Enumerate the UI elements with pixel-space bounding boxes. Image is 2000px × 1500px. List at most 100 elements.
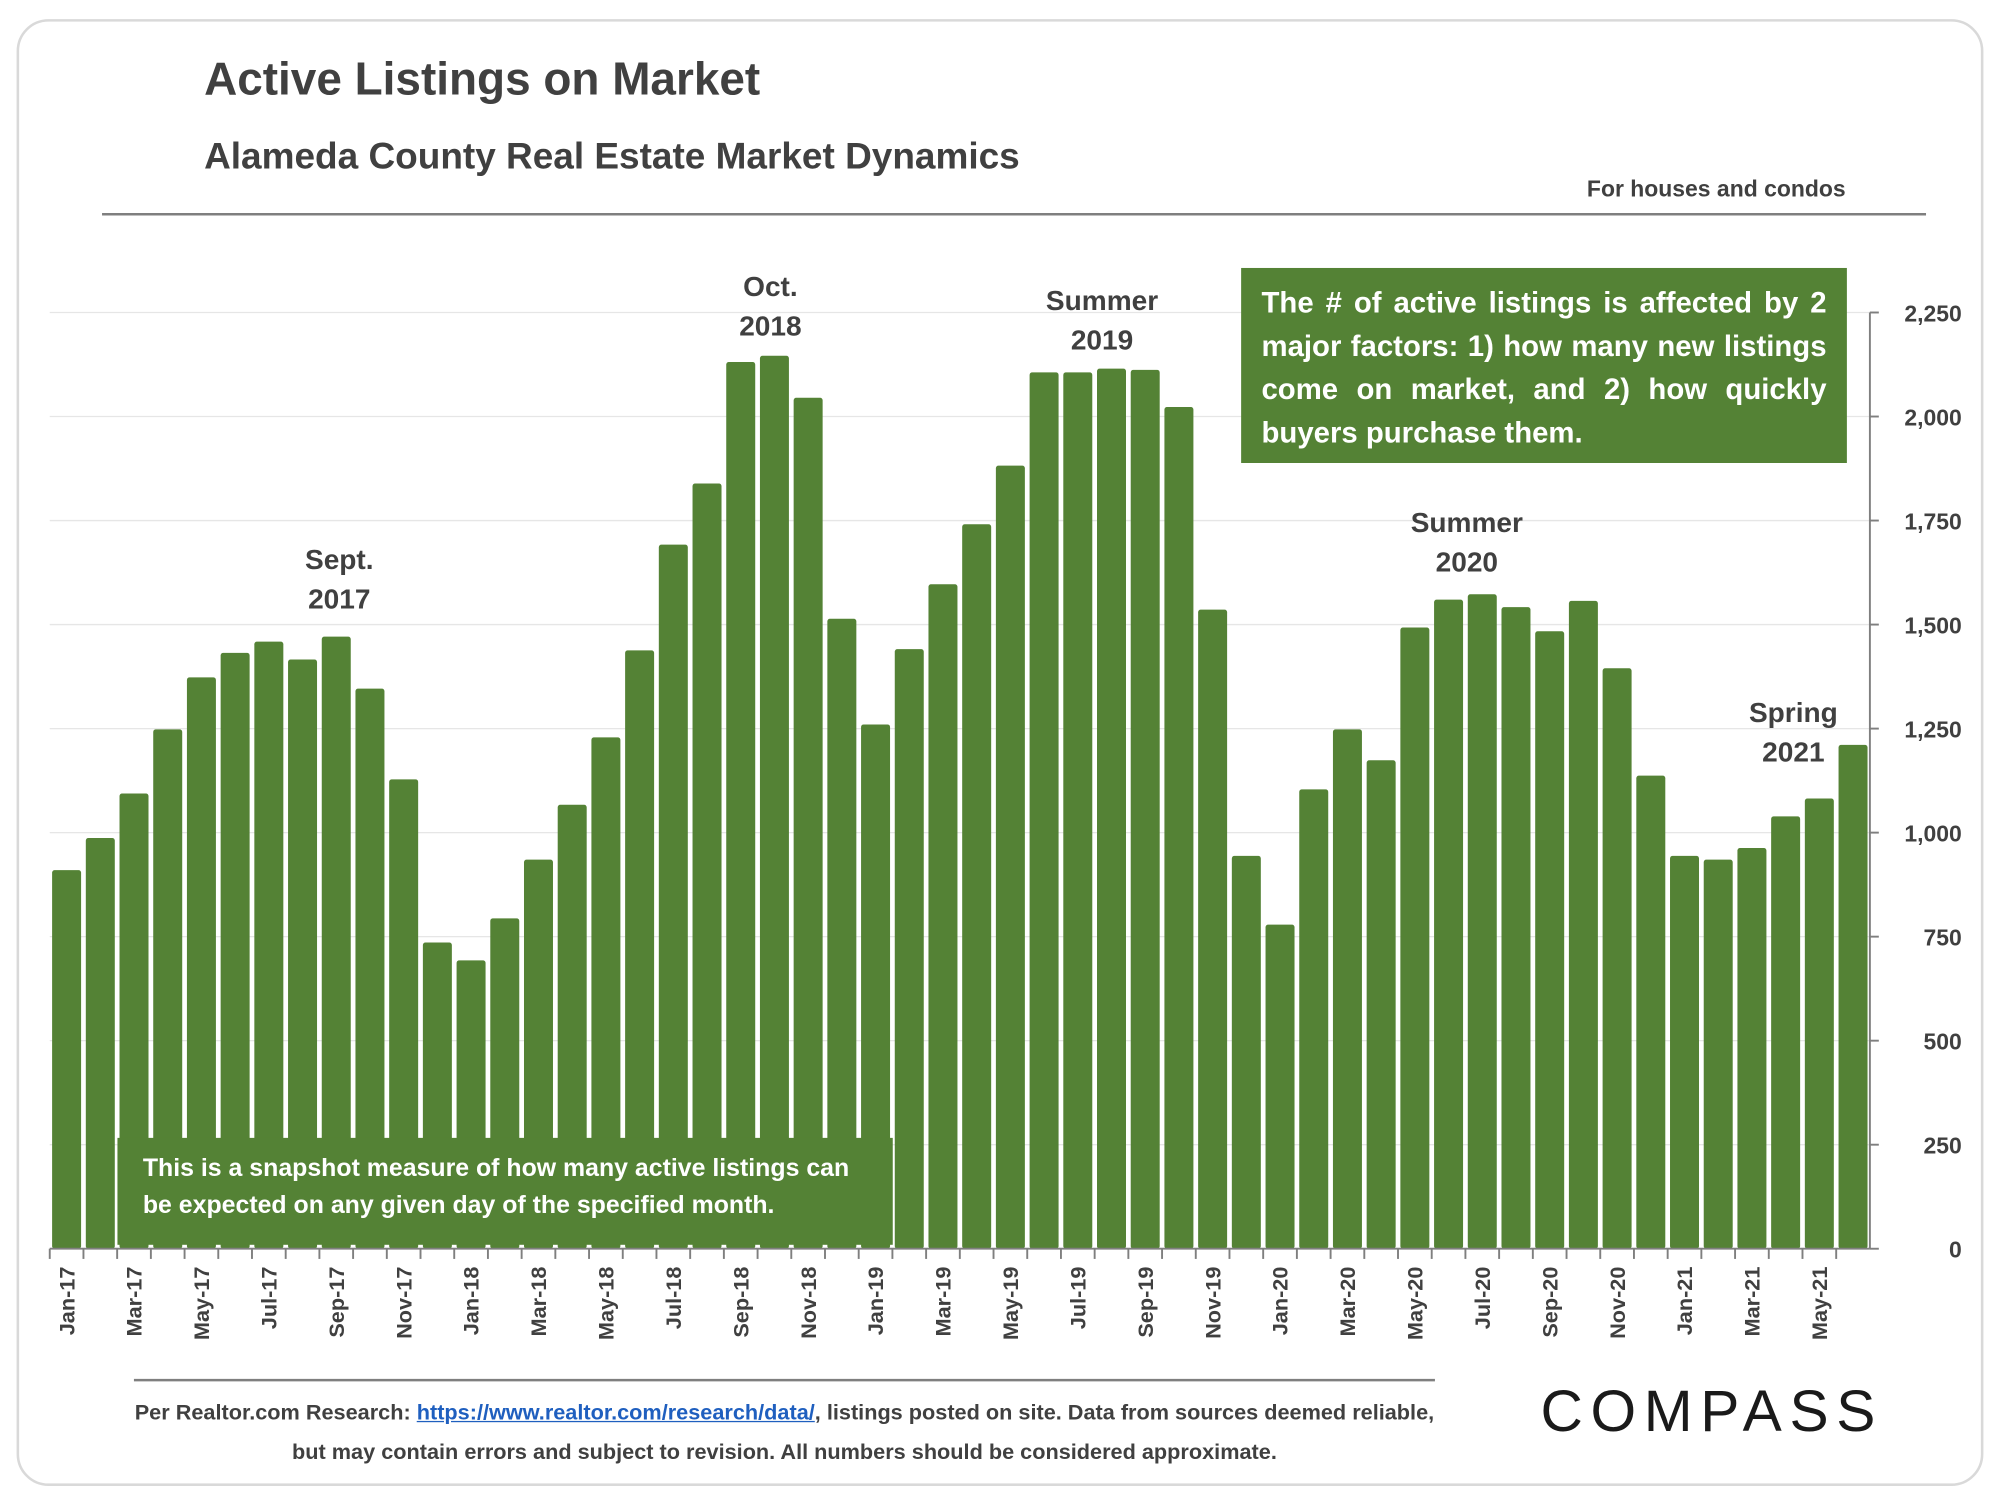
bar — [962, 524, 992, 1249]
bar — [1703, 859, 1733, 1249]
logo: COMPASS — [1540, 1379, 1883, 1444]
y-tick-label: 1,000 — [1904, 821, 1961, 847]
annotation: 2017 — [308, 583, 370, 614]
plot: 0 250 500 750 1,000 1,250 1,500 1,750 2,000 2,250… — [48, 271, 1962, 1340]
x-tick-label: Jan-18 — [459, 1267, 484, 1336]
bar — [759, 355, 789, 1249]
chart-subtitle: Alameda County Real Estate Market Dynami… — [204, 135, 1020, 176]
bar — [1130, 369, 1160, 1249]
x-tick-label: Mar-20 — [1335, 1267, 1360, 1337]
bar — [52, 870, 82, 1249]
bar — [995, 465, 1025, 1249]
y-tick-label: 2,250 — [1904, 300, 1961, 326]
x-tick-label: Jan-19 — [863, 1267, 888, 1336]
x-tick-label: Sep-18 — [728, 1267, 753, 1338]
bar — [288, 659, 318, 1249]
bar — [726, 362, 756, 1249]
bar — [861, 724, 891, 1249]
bar — [793, 397, 823, 1249]
bar — [1467, 594, 1497, 1249]
footer-text: Per Realtor.com Research: https://www.re… — [121, 1393, 1448, 1472]
annotation: 2021 — [1762, 736, 1824, 767]
bar — [692, 483, 722, 1249]
annotation: 2019 — [1071, 324, 1133, 355]
bar — [119, 793, 149, 1249]
x-tick-label: Jan-17 — [54, 1267, 79, 1336]
x-tick-label: Jul-20 — [1470, 1267, 1495, 1330]
bar — [85, 838, 115, 1249]
annotation: 2020 — [1436, 546, 1498, 577]
y-tick-label: 1,750 — [1904, 508, 1961, 534]
bar — [1164, 406, 1194, 1249]
x-tick-label: Mar-18 — [526, 1267, 551, 1337]
y-tick-label: 500 — [1923, 1029, 1961, 1055]
y-tick-label: 1,500 — [1904, 613, 1961, 639]
y-tick-label: 2,000 — [1904, 404, 1961, 430]
bar — [557, 804, 587, 1249]
bar — [1198, 609, 1228, 1249]
x-tick-label: May-18 — [594, 1267, 619, 1340]
annotation: Summer — [1411, 507, 1523, 538]
bar — [220, 652, 250, 1249]
x-tick-label: Nov-18 — [796, 1267, 821, 1339]
footer-suffix: , listings posted on site. Data from sou… — [292, 1400, 1435, 1465]
x-tick-label: Jan-21 — [1672, 1267, 1697, 1336]
bar — [1636, 775, 1666, 1249]
bar — [1602, 668, 1632, 1249]
x-tick-label: Nov-20 — [1605, 1267, 1630, 1339]
bar — [894, 649, 924, 1249]
bar — [1265, 924, 1295, 1249]
x-tick-label: Mar-21 — [1740, 1267, 1765, 1337]
x-tick-label: Jan-20 — [1268, 1267, 1293, 1336]
bar — [1535, 631, 1565, 1249]
footer-prefix: Per Realtor.com Research: — [134, 1400, 417, 1425]
bar — [321, 636, 351, 1249]
bar — [1838, 744, 1868, 1249]
bar — [1231, 855, 1261, 1249]
callout-text: The # of active listings is affected by … — [1241, 267, 1847, 464]
y-tick-label: 0 — [1949, 1237, 1962, 1263]
x-tick-label: Nov-17 — [391, 1267, 416, 1339]
annotation: 2018 — [739, 310, 801, 341]
footer: Per Realtor.com Research: https://www.re… — [121, 1393, 1448, 1472]
bar — [625, 650, 655, 1249]
x-tick-label: Sep-20 — [1537, 1267, 1562, 1338]
annotation: Summer — [1046, 285, 1158, 316]
x-tick-label: Jul-19 — [1065, 1267, 1090, 1330]
bar — [1737, 848, 1767, 1249]
snapshot-text: This is a snapshot measure of how many a… — [117, 1137, 893, 1245]
bar — [658, 544, 688, 1249]
x-tick-label: Mar-17 — [122, 1267, 147, 1337]
bar — [1501, 607, 1531, 1249]
note: For houses and condos — [1587, 175, 1846, 201]
bar — [153, 729, 183, 1249]
bar — [1804, 798, 1834, 1249]
bar — [1097, 368, 1126, 1249]
y-tick-label: 250 — [1923, 1133, 1961, 1159]
bar — [1029, 372, 1059, 1249]
bar — [1332, 729, 1362, 1249]
footer-link[interactable]: https://www.realtor.com/research/data/ — [416, 1400, 815, 1425]
bar — [355, 688, 385, 1249]
x-tick-label: May-20 — [1403, 1267, 1428, 1340]
x-tick-label: Nov-19 — [1200, 1267, 1225, 1339]
snapshot-box: This is a snapshot measure of how many a… — [117, 1137, 893, 1245]
annotation: Sept. — [305, 544, 374, 575]
x-tick-label: Jul-18 — [661, 1267, 686, 1330]
bar — [827, 618, 857, 1249]
callout: The # of active listings is affected by … — [1241, 267, 1847, 464]
x-tick-label: May-19 — [998, 1267, 1023, 1340]
bar — [1568, 600, 1598, 1249]
chart-title: Active Listings on Market — [204, 52, 760, 104]
y-tick-label: 1,250 — [1904, 717, 1961, 743]
y-tick-label: 750 — [1923, 925, 1961, 951]
bar — [389, 779, 419, 1249]
x-tick-label: May-17 — [189, 1267, 214, 1340]
bar — [1063, 372, 1093, 1249]
bar — [591, 737, 621, 1249]
x-tick-label: Sep-17 — [324, 1267, 349, 1338]
annotation: Oct. — [743, 271, 798, 302]
bar — [1400, 627, 1430, 1249]
